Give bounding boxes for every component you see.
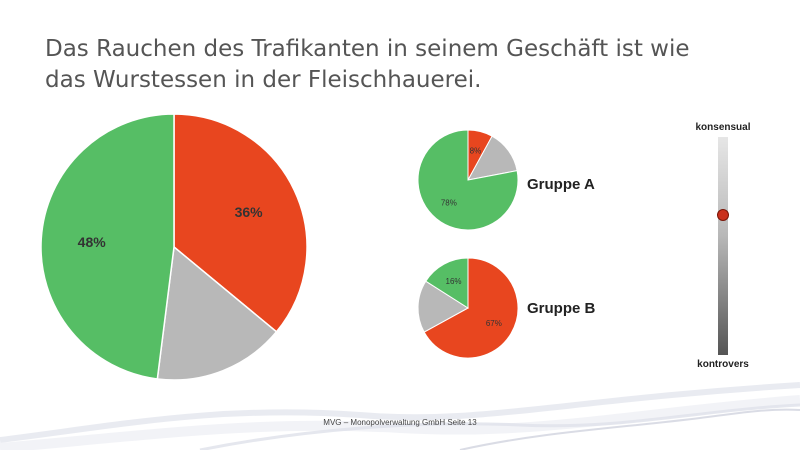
pie-label-0-2: 48% — [78, 234, 107, 250]
gruppe-b-label: Gruppe B — [527, 300, 596, 317]
pie-slice-2-2 — [425, 257, 469, 309]
consensus-slider-thumb[interactable] — [717, 209, 729, 222]
pie-label-1-2: 78% — [441, 199, 457, 208]
pie-slice-0-0 — [173, 113, 308, 333]
pie-slice-1-2 — [417, 129, 519, 231]
pie-label-2-0: 67% — [486, 319, 502, 328]
pie-slice-0-1 — [156, 245, 278, 381]
pie-label-1-0: 8% — [470, 146, 482, 155]
title-line-1: Das Rauchen des Trafikanten in seinem Ge… — [45, 36, 690, 62]
pie-chart-total: 36% 48% — [40, 113, 308, 381]
pie-label-2-2: 16% — [446, 277, 462, 286]
slider-top-label: konsensual — [695, 122, 751, 133]
slider-bottom-label: kontrovers — [697, 359, 749, 370]
slide-title: Das Rauchen des Trafikanten in seinem Ge… — [45, 34, 705, 96]
pie-slice-0-2 — [40, 113, 175, 380]
title-line-2: das Wurstessen in der Fleischhauerei. — [45, 67, 482, 93]
pie-slice-2-0 — [423, 257, 519, 359]
gruppe-a-label: Gruppe A — [527, 176, 595, 193]
smoke-decoration — [0, 382, 800, 450]
pie-chart-gruppe-a: 8% 78% — [417, 129, 519, 231]
pie-chart-gruppe-b: 67% 16% — [417, 257, 519, 359]
pie-slice-2-1 — [417, 280, 469, 333]
pie-label-0-0: 36% — [235, 204, 264, 220]
footer-text: MVG – Monopolverwaltung GmbH Seite 13 — [323, 418, 477, 427]
consensus-slider-track[interactable] — [718, 137, 728, 355]
